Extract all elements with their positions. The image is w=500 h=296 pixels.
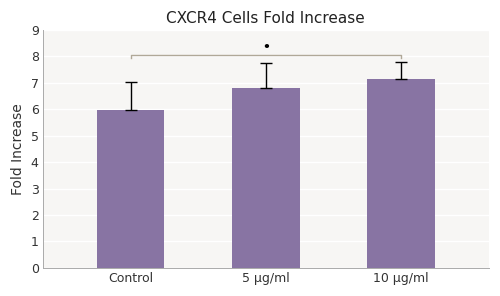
Y-axis label: Fold Increase: Fold Increase	[11, 103, 25, 195]
Bar	[97, 110, 164, 268]
Bar	[367, 79, 435, 268]
Title: CXCR4 Cells Fold Increase: CXCR4 Cells Fold Increase	[166, 11, 365, 26]
Text: •: •	[262, 41, 270, 54]
Bar	[232, 88, 300, 268]
